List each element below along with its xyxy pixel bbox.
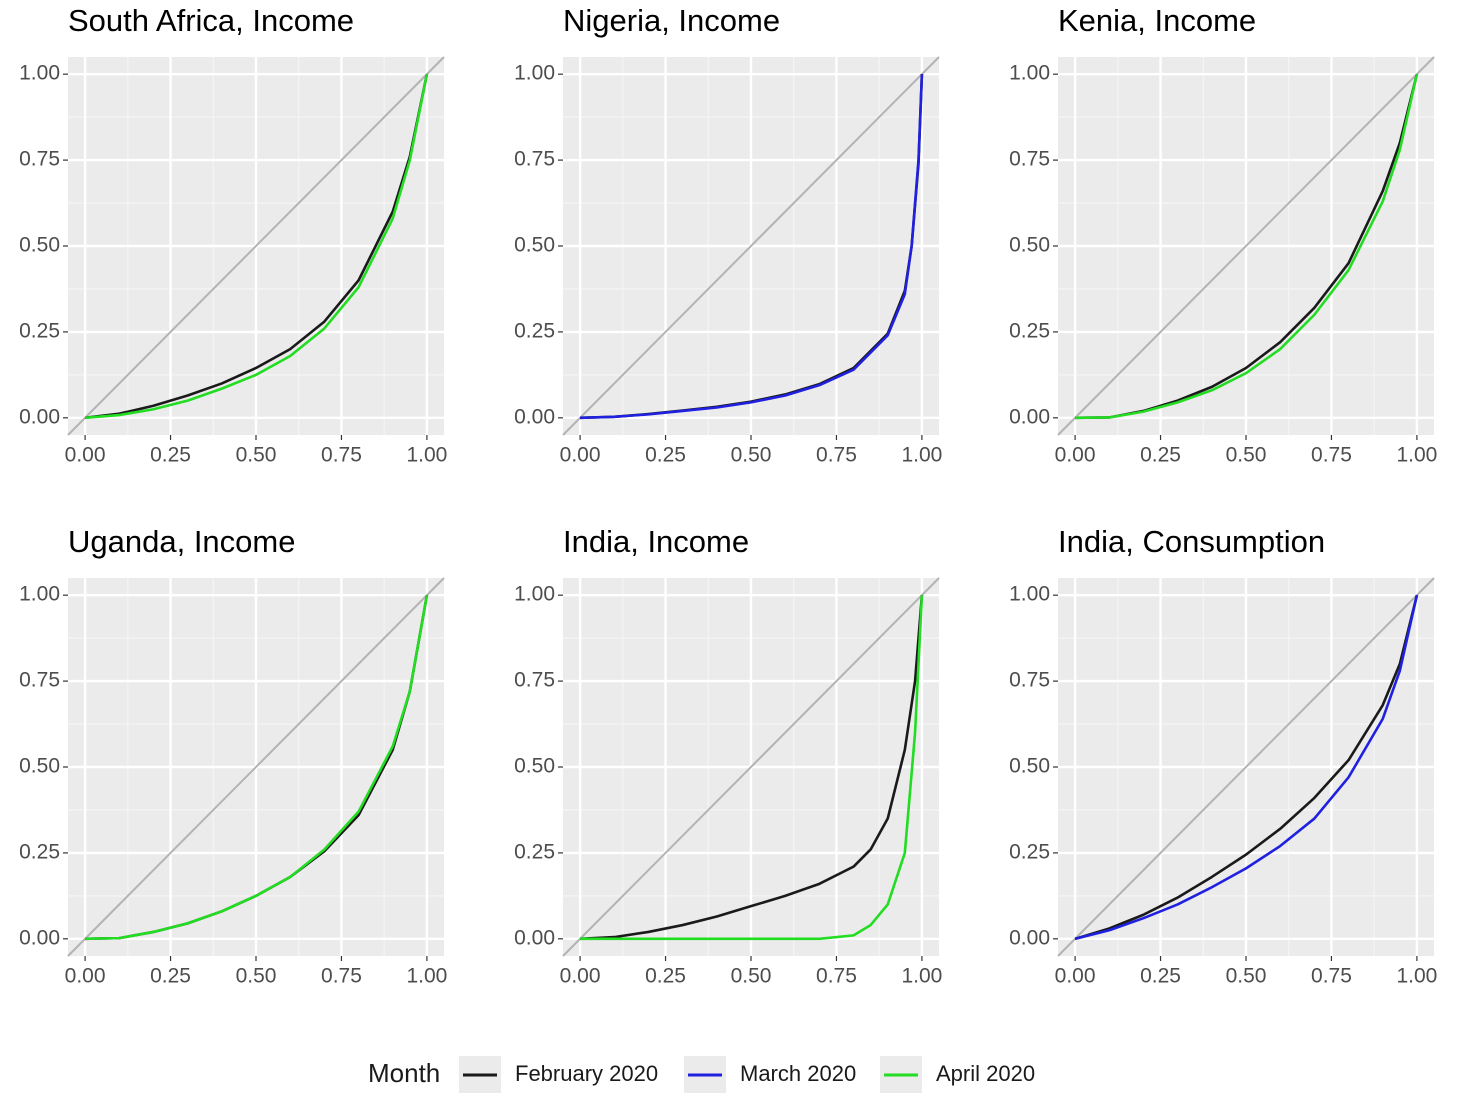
y-tick-label: 0.75 (1009, 669, 1050, 692)
y-tick-label: 0.50 (19, 755, 60, 778)
x-tick-label: 0.00 (560, 965, 601, 988)
equality-line (67, 56, 445, 436)
line-series (1075, 73, 1419, 420)
panel: Uganda, Income 0.00 0.25 0.50 0.75 1.00 0.00 0.… (19, 524, 447, 987)
y-tick-label: 0.50 (1009, 234, 1050, 257)
y-tick-label: 0.25 (19, 319, 60, 342)
x-tick-label: 0.75 (816, 444, 857, 467)
x-tick-label: 0.50 (1226, 444, 1267, 467)
line-series (580, 595, 924, 941)
x-tick-label: 0.00 (1055, 965, 1096, 988)
x-tick-label: 0.00 (65, 965, 106, 988)
line-series (580, 74, 924, 420)
chart-title: India, Consumption (1058, 524, 1325, 559)
legend-label: March 2020 (740, 1061, 856, 1086)
y-tick-label: 0.75 (19, 148, 60, 171)
x-tick-label: 0.00 (560, 444, 601, 467)
x-tick-label: 0.25 (645, 965, 686, 988)
x-tick-label: 0.75 (1311, 444, 1352, 467)
chart-title: Kenia, Income (1058, 3, 1256, 38)
y-tick-label: 0.25 (514, 319, 555, 342)
x-tick-label: 0.00 (65, 444, 106, 467)
x-tick-label: 0.75 (1311, 965, 1352, 988)
x-tick-label: 1.00 (901, 444, 942, 467)
line-series (580, 595, 924, 941)
x-tick-label: 0.25 (1140, 965, 1181, 988)
y-tick-label: 0.25 (1009, 840, 1050, 863)
equality-line (562, 577, 940, 957)
x-tick-label: 0.00 (1055, 444, 1096, 467)
y-tick-label: 0.00 (19, 405, 60, 428)
y-tick-label: 0.00 (514, 405, 555, 428)
line-series (84, 73, 429, 420)
chart-title: India, Income (563, 524, 749, 559)
panel: Kenia, Income 0.00 0.25 0.50 0.75 1.00 0.00 0.2… (1009, 3, 1437, 466)
x-tick-label: 0.75 (321, 965, 362, 988)
legend: February 2020 March 2020 April 2020 (459, 1056, 1035, 1093)
x-tick-label: 1.00 (406, 965, 447, 988)
line-series (1074, 594, 1419, 941)
y-tick-label: 1.00 (1009, 62, 1050, 85)
x-tick-label: 0.25 (150, 444, 191, 467)
y-tick-label: 0.00 (1009, 405, 1050, 428)
equality-line (562, 56, 940, 436)
line-series (1074, 594, 1419, 941)
x-tick-label: 0.50 (731, 444, 772, 467)
x-tick-label: 0.25 (150, 965, 191, 988)
chart-title: Nigeria, Income (563, 3, 780, 38)
x-tick-label: 1.00 (406, 444, 447, 467)
legend-label: April 2020 (936, 1061, 1035, 1086)
panel: South Africa, Income 0.00 0.25 0.50 0.75 1.00… (19, 3, 447, 466)
y-tick-label: 1.00 (19, 583, 60, 606)
chart-title: Uganda, Income (68, 524, 295, 559)
y-tick-label: 0.25 (19, 840, 60, 863)
x-tick-label: 0.25 (1140, 444, 1181, 467)
y-tick-label: 1.00 (514, 62, 555, 85)
y-tick-label: 0.75 (19, 669, 60, 692)
y-tick-label: 0.50 (1009, 755, 1050, 778)
y-tick-label: 0.25 (514, 840, 555, 863)
chart-title: South Africa, Income (68, 3, 354, 38)
y-tick-label: 0.75 (1009, 148, 1050, 171)
line-series (84, 73, 429, 420)
x-tick-label: 0.75 (816, 965, 857, 988)
x-tick-label: 1.00 (1396, 965, 1437, 988)
y-tick-label: 0.50 (19, 234, 60, 257)
x-tick-label: 0.50 (1226, 965, 1267, 988)
panel: India, Income 0.00 0.25 0.50 0.75 1.00 0.00 0.2… (514, 524, 942, 987)
x-tick-label: 0.75 (321, 444, 362, 467)
y-tick-label: 1.00 (514, 583, 555, 606)
y-tick-label: 1.00 (19, 62, 60, 85)
equality-line (1057, 56, 1435, 436)
x-tick-label: 1.00 (901, 965, 942, 988)
panel: India, Consumption 0.00 0.25 0.50 0.75 1.00 0.… (1009, 524, 1437, 987)
line-series (85, 594, 429, 941)
legend-title: Month (368, 1058, 440, 1088)
y-tick-label: 0.50 (514, 755, 555, 778)
x-tick-label: 0.50 (236, 444, 277, 467)
y-tick-label: 0.00 (1009, 926, 1050, 949)
equality-line (1057, 577, 1435, 957)
legend-label: February 2020 (515, 1061, 658, 1086)
equality-line (67, 577, 445, 957)
y-tick-label: 0.75 (514, 148, 555, 171)
y-tick-label: 0.00 (514, 926, 555, 949)
x-tick-label: 1.00 (1396, 444, 1437, 467)
y-tick-label: 1.00 (1009, 583, 1050, 606)
x-tick-label: 0.50 (236, 965, 277, 988)
y-tick-label: 0.25 (1009, 319, 1050, 342)
y-tick-label: 0.75 (514, 669, 555, 692)
panel: Nigeria, Income 0.00 0.25 0.50 0.75 1.00 0.00 0… (514, 3, 942, 466)
x-tick-label: 0.50 (731, 965, 772, 988)
y-tick-label: 0.50 (514, 234, 555, 257)
y-tick-label: 0.00 (19, 926, 60, 949)
x-tick-label: 0.25 (645, 444, 686, 467)
